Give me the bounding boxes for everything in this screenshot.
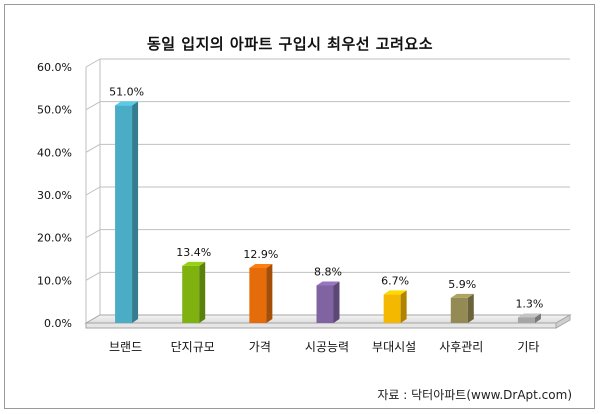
bar-side bbox=[534, 313, 541, 323]
x-tick-label: 시공능력 bbox=[305, 340, 349, 354]
bar-side bbox=[400, 290, 407, 323]
data-label: 8.8% bbox=[314, 265, 342, 278]
chart-frame: 동일 입지의 아파트 구입시 최우선 고려요소 자료 : 닥터아파트(www.D… bbox=[4, 4, 595, 409]
bar-side bbox=[467, 293, 474, 323]
bar bbox=[316, 281, 340, 323]
bar bbox=[115, 101, 139, 324]
gridline-depth bbox=[85, 58, 101, 68]
gridlines bbox=[85, 58, 570, 324]
data-label: 1.3% bbox=[515, 297, 543, 310]
y-tick-label: 10.0% bbox=[37, 274, 72, 287]
bar-front bbox=[450, 297, 468, 323]
data-label: 12.9% bbox=[243, 248, 278, 261]
bar bbox=[450, 293, 474, 323]
bar-front bbox=[517, 317, 535, 323]
data-label: 51.0% bbox=[109, 85, 144, 98]
x-tick-label: 브랜드 bbox=[109, 340, 142, 354]
bars bbox=[115, 101, 541, 324]
bar-top bbox=[517, 313, 541, 318]
x-tick-label: 기타 bbox=[517, 340, 539, 354]
y-tick-label: 60.0% bbox=[37, 61, 72, 74]
chart-title: 동일 입지의 아파트 구입시 최우선 고려요소 bbox=[146, 35, 433, 53]
bar-front bbox=[115, 105, 133, 324]
x-tick-label: 사후관리 bbox=[439, 340, 483, 354]
bar-top bbox=[115, 101, 139, 106]
gridline-depth bbox=[85, 186, 101, 196]
gridline-depth bbox=[85, 101, 101, 111]
bar-top bbox=[383, 290, 407, 295]
bar-side bbox=[132, 101, 139, 324]
gridline-depth bbox=[85, 143, 101, 153]
data-label: 5.9% bbox=[448, 278, 476, 291]
bar-top bbox=[182, 261, 206, 266]
y-tick-label: 40.0% bbox=[37, 146, 72, 159]
bar bbox=[182, 261, 206, 323]
source-note: 자료 : 닥터아파트(www.DrApt.com) bbox=[377, 388, 572, 402]
bar-front bbox=[383, 294, 401, 323]
x-tick-label: 가격 bbox=[249, 340, 271, 354]
gridline-depth bbox=[85, 271, 101, 281]
y-tick-label: 20.0% bbox=[37, 232, 72, 245]
bar bbox=[249, 263, 273, 323]
y-tick-label: 50.0% bbox=[37, 104, 72, 117]
gridline-depth bbox=[85, 229, 101, 239]
bar-side bbox=[333, 281, 340, 323]
data-labels: 51.0% 13.4% 12.9% 8.8% 6.7% 5.9% 1.3% bbox=[109, 85, 543, 310]
data-label: 13.4% bbox=[176, 246, 211, 259]
bar-front bbox=[182, 265, 200, 323]
bar-side bbox=[266, 263, 273, 323]
y-tick-label: 30.0% bbox=[37, 189, 72, 202]
bar bbox=[517, 313, 541, 323]
bar-front bbox=[316, 285, 334, 323]
bar-top bbox=[450, 293, 474, 298]
bar bbox=[383, 290, 407, 323]
bar-top bbox=[316, 281, 340, 286]
floor-front bbox=[85, 322, 557, 329]
bar-side bbox=[199, 261, 206, 323]
bar-top bbox=[249, 263, 273, 268]
bar-front bbox=[249, 267, 267, 323]
data-label: 6.7% bbox=[381, 274, 409, 287]
x-tick-label: 부대시설 bbox=[372, 340, 416, 354]
x-tick-label: 단지규모 bbox=[171, 340, 215, 354]
category-labels: 브랜드 단지규모 가격 시공능력 부대시설 사후관리 기타 bbox=[109, 340, 539, 354]
y-axis-ticks: 0.0% 10.0% 20.0% 30.0% 40.0% 50.0% 60.0% bbox=[37, 61, 72, 330]
floor-side bbox=[555, 314, 571, 329]
y-tick-label: 0.0% bbox=[44, 317, 72, 330]
